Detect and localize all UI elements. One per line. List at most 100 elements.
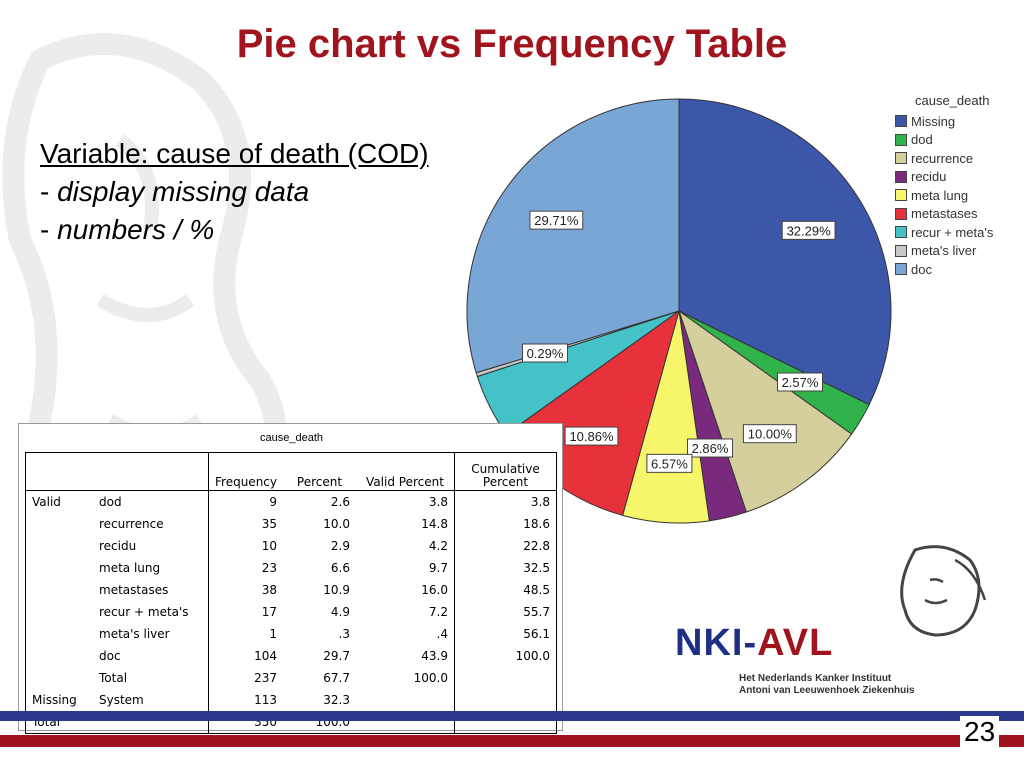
- pie-labels: 32.29% 2.57% 10.00% 2.86% 6.57% 10.86% 0.29% 29…: [522, 210, 836, 473]
- cell-cumulative-percent: [454, 689, 557, 711]
- cell-frequency: 113: [208, 689, 283, 711]
- row-label: metastases: [99, 583, 169, 597]
- legend-swatch: [895, 207, 907, 220]
- cell-valid-percent: 7.2: [428, 605, 448, 619]
- nki-avl-logo: NKI-AVL Het Nederlands Kanker Instituut …: [675, 540, 1015, 700]
- row-group-label: [25, 601, 93, 623]
- table-body: Valid dod 9 2.6 3.8 3.8 recurrence 35 10.0 14.8 18…: [25, 490, 557, 734]
- pie-slice-doc: [466, 98, 680, 374]
- variable-heading: Variable: cause of death (COD): [40, 138, 429, 169]
- pie-data-label-box: [564, 426, 619, 446]
- cell-frequency: 237: [208, 667, 283, 689]
- pie-data-label: 29.71%: [529, 210, 584, 230]
- cell-cumulative-percent: 56.1: [454, 623, 557, 645]
- legend-title: cause_death: [915, 93, 990, 108]
- portrait-logo-icon: [900, 545, 987, 637]
- cell-valid-percent: 43.9: [421, 649, 448, 663]
- bullet-text: numbers / %: [57, 214, 215, 245]
- legend-label: metastases: [911, 206, 978, 222]
- pie-data-label-box: [777, 372, 823, 392]
- row-group-label: [25, 645, 93, 667]
- legend-swatch: [895, 263, 907, 276]
- legend-swatch: [895, 133, 907, 146]
- legend-label: recurrence: [911, 150, 974, 166]
- legend-swatch: [895, 244, 907, 257]
- table-row: meta lung 23 6.6 9.7 32.5: [25, 557, 557, 579]
- cell-frequency: 104: [208, 645, 283, 667]
- legend-item-missing: Missing: [895, 112, 993, 131]
- cell-valid-percent: 9.7: [428, 561, 448, 575]
- cell-cumulative-percent: [454, 667, 557, 689]
- cell-valid-percent: 3.8: [428, 495, 448, 509]
- cell-percent: 2.6: [330, 495, 350, 509]
- bullet-missing-data: - display missing data: [40, 173, 429, 211]
- legend-label: meta lung: [911, 187, 969, 203]
- cell-percent: 10.0: [323, 517, 350, 531]
- pie-data-label-text: 2.57%: [782, 375, 819, 390]
- pie-data-label-box: [687, 438, 733, 458]
- cell-cumulative-percent: 32.5: [454, 557, 557, 579]
- header-valid-percent: Valid Percent: [356, 452, 455, 491]
- table-row: recur + meta's 17 4.9 7.2 55.7: [25, 601, 557, 623]
- logo-nki: NKI-: [675, 622, 758, 664]
- cell-valid-percent: 14.8: [421, 517, 448, 531]
- row-group-label: [25, 535, 93, 557]
- cell-cumulative-percent: 22.8: [454, 535, 557, 557]
- legend-swatch: [895, 152, 907, 165]
- cell-frequency: 17: [208, 601, 283, 623]
- row-label: recur + meta's: [99, 605, 189, 619]
- cell-percent: 4.9: [330, 605, 350, 619]
- pie-data-label-box: [781, 220, 836, 240]
- pie-data-label-text: 6.57%: [651, 456, 688, 471]
- table-row: recidu 10 2.9 4.2 22.8: [25, 535, 557, 557]
- legend-item-recurrence: recurrence: [895, 149, 993, 168]
- frequency-table-panel: cause_death Frequency Percent Valid Perc…: [18, 423, 563, 734]
- cell-frequency: 10: [208, 535, 283, 557]
- header-percent: Percent: [283, 452, 356, 491]
- variable-description: Variable: cause of death (COD) - display…: [40, 135, 429, 249]
- table-row: Total 237 67.7 100.0: [25, 667, 557, 689]
- header-cumulative-line2: Percent: [482, 475, 529, 489]
- table-title: cause_death: [260, 432, 323, 444]
- cell-cumulative-percent: 3.8: [454, 490, 557, 513]
- legend-item-dod: dod: [895, 131, 993, 150]
- logo-wordmark: NKI-AVL: [675, 622, 833, 665]
- row-group-label: [25, 667, 93, 689]
- pie-data-label-box: [646, 453, 693, 473]
- legend-label: recidu: [911, 169, 947, 185]
- table-row: meta's liver 1 .3 .4 56.1: [25, 623, 557, 645]
- header-cumulative-percent: Cumulative Percent: [454, 452, 557, 491]
- bullet-dash: -: [40, 176, 58, 207]
- bullet-text: display missing data: [57, 176, 310, 207]
- header-cell-blank: [25, 452, 93, 491]
- cell-valid-percent: [356, 689, 455, 711]
- cell-valid-percent: 16.0: [421, 583, 448, 597]
- row-label: doc: [99, 649, 121, 663]
- legend-item-recidu: recidu: [895, 168, 993, 187]
- footer-red-bar: [0, 735, 1024, 747]
- cell-percent: 10.9: [323, 583, 350, 597]
- pie-data-label-text: 10.00%: [748, 427, 793, 442]
- row-label: System: [99, 693, 144, 707]
- cell-frequency: 35: [208, 513, 283, 535]
- cell-frequency: 23: [208, 557, 283, 579]
- pie-data-label: 6.57%: [646, 453, 693, 473]
- legend-item-meta-lung: meta lung: [895, 186, 993, 205]
- logo-avl: AVL: [757, 622, 834, 664]
- legend-swatch: [895, 170, 907, 183]
- row-label: Total: [99, 671, 128, 685]
- row-label: meta lung: [99, 561, 161, 575]
- pie-data-label: 10.86%: [564, 426, 619, 446]
- logo-subtitle-line1: Het Nederlands Kanker Instituut: [739, 673, 892, 684]
- cell-cumulative-percent: 48.5: [454, 579, 557, 601]
- row-label: meta's liver: [99, 627, 170, 641]
- table-row: recurrence 35 10.0 14.8 18.6: [25, 513, 557, 535]
- legend-swatch: [895, 189, 907, 202]
- table-row: Valid dod 9 2.6 3.8 3.8: [25, 490, 557, 513]
- cell-valid-percent: 4.2: [428, 539, 448, 553]
- legend-swatch: [895, 115, 907, 128]
- pie-data-label: 2.57%: [777, 372, 823, 392]
- pie-data-label-box: [529, 210, 584, 230]
- cell-cumulative-percent: 100.0: [454, 645, 557, 667]
